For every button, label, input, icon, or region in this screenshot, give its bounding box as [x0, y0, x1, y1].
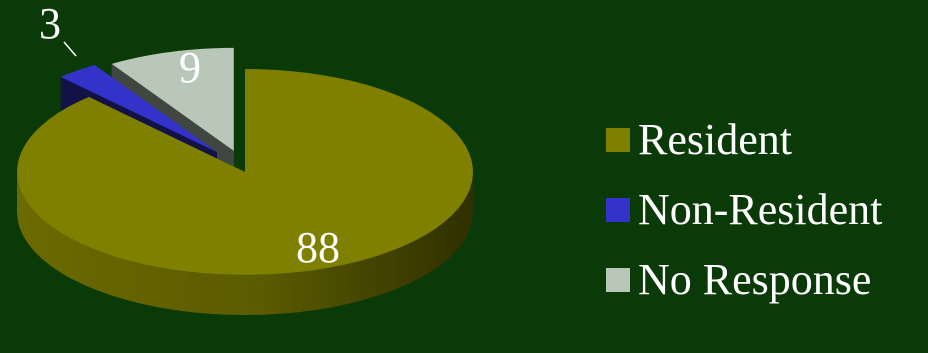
legend: Resident Non-Resident No Response	[606, 105, 882, 315]
data-label-no-response: 9	[179, 43, 201, 92]
legend-item-no-response: No Response	[606, 245, 882, 315]
legend-label-non-resident: Non-Resident	[638, 185, 883, 234]
pie-chart: 88 3 9	[17, 0, 473, 315]
legend-label-no-response: No Response	[638, 255, 872, 304]
slice-resident	[17, 69, 473, 315]
legend-swatch-no-response	[606, 268, 630, 292]
data-label-non-resident: 3	[39, 0, 61, 48]
legend-item-resident: Resident	[606, 105, 882, 175]
legend-label-resident: Resident	[638, 115, 792, 164]
data-label-resident: 88	[296, 223, 340, 272]
legend-swatch-resident	[606, 128, 630, 152]
legend-item-non-resident: Non-Resident	[606, 175, 882, 245]
legend-swatch-non-resident	[606, 198, 630, 222]
leader-line-non-resident	[63, 41, 77, 57]
